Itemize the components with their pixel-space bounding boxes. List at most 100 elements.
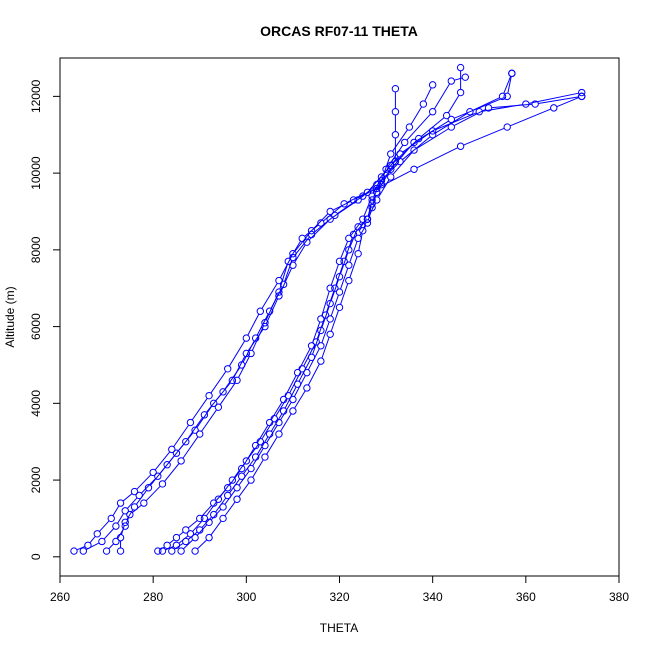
data-point	[237, 361, 246, 369]
series-line-segment	[141, 478, 156, 494]
series-line-segment	[454, 97, 505, 119]
data-point	[116, 533, 125, 542]
series-line-segment	[383, 156, 399, 175]
series-line-segment	[210, 371, 227, 394]
data-point	[182, 526, 190, 534]
data-point	[335, 303, 344, 312]
x-tick-label: 380	[609, 590, 629, 604]
data-point	[363, 219, 372, 227]
y-axis-label: Altitude (m)	[3, 286, 17, 347]
data-point	[154, 547, 162, 555]
data-point	[289, 253, 297, 262]
data-point	[177, 547, 185, 555]
y-tick-label: 12000	[29, 79, 43, 113]
data-point	[237, 464, 246, 473]
data-point	[228, 376, 237, 385]
data-point	[368, 196, 376, 204]
series-line-segment	[293, 375, 306, 397]
data-point	[340, 200, 348, 208]
y-tick-label: 2000	[29, 466, 43, 493]
data-point	[289, 261, 297, 269]
series-line-segment	[279, 256, 292, 278]
data-point	[550, 104, 558, 112]
data-point	[335, 273, 344, 281]
series-line-segment	[256, 313, 269, 336]
series-line-segment	[424, 87, 432, 102]
series-line-segment	[261, 283, 278, 309]
series-line-segment	[289, 240, 302, 259]
data-point	[326, 330, 334, 338]
series-line-segment	[117, 513, 124, 524]
series-line-segment	[127, 497, 138, 509]
series-line-segment	[307, 348, 320, 371]
series-5	[154, 88, 586, 555]
series-line-segment	[154, 451, 171, 471]
series-line-segment	[337, 197, 361, 214]
series-line-segment	[321, 321, 330, 343]
series-line-segment	[275, 398, 288, 417]
series-line-segment	[192, 520, 203, 532]
series-line-segment	[313, 216, 333, 233]
data-point	[359, 226, 367, 235]
data-point	[265, 307, 274, 315]
series-line-segment	[463, 127, 505, 146]
data-point	[200, 411, 209, 419]
x-axis: 260 280 300 320 340 360 380	[50, 576, 629, 604]
series-line-segment	[252, 459, 264, 478]
data-point	[298, 234, 306, 243]
data-point	[191, 533, 199, 542]
data-point	[307, 230, 316, 239]
data-point	[219, 514, 227, 523]
data-point	[456, 63, 465, 72]
series-line-segment	[346, 193, 365, 203]
data-point	[391, 131, 400, 139]
series-line-segment	[367, 210, 372, 221]
data-point	[79, 547, 87, 555]
data-point	[447, 77, 455, 85]
series-line-segment	[392, 129, 408, 152]
data-point	[182, 537, 190, 546]
series-line-segment	[261, 421, 274, 440]
series-line-segment	[340, 268, 349, 290]
data-point	[121, 522, 129, 530]
data-point	[205, 518, 213, 526]
series-line-segment	[266, 424, 278, 444]
data-point	[196, 514, 204, 523]
series-line-segment	[228, 340, 246, 367]
data-point	[121, 507, 129, 515]
y-tick-label: 6000	[29, 313, 43, 340]
x-tick-label: 260	[50, 590, 70, 604]
series-layer	[70, 63, 586, 555]
data-point	[107, 514, 115, 523]
data-point	[401, 138, 409, 147]
data-point	[261, 453, 269, 461]
data-point	[256, 438, 265, 446]
series-line-segment	[280, 401, 292, 421]
data-point	[326, 284, 334, 292]
series-line-segment	[453, 108, 486, 127]
series-line-segment	[340, 252, 349, 274]
data-point	[112, 522, 120, 530]
series-line-segment	[252, 448, 264, 467]
data-point	[158, 547, 167, 555]
series-line-segment	[330, 310, 339, 332]
series-line-segment	[509, 108, 552, 127]
data-point	[210, 399, 218, 408]
series-line-segment	[266, 436, 278, 455]
data-point	[177, 457, 185, 465]
data-point	[214, 495, 223, 503]
series-line-segment	[358, 233, 363, 251]
series-line-segment	[173, 424, 190, 448]
data-point	[233, 495, 241, 503]
series-line-segment	[556, 97, 579, 108]
series-line-segment	[99, 520, 110, 532]
series-line-segment	[279, 264, 288, 290]
data-point	[354, 223, 362, 231]
data-point	[410, 138, 418, 147]
data-point	[191, 547, 199, 555]
data-point	[70, 547, 78, 555]
x-tick-label: 340	[423, 590, 443, 604]
series-line-segment	[349, 229, 358, 248]
data-point	[368, 203, 376, 212]
series-line-segment	[294, 390, 306, 409]
